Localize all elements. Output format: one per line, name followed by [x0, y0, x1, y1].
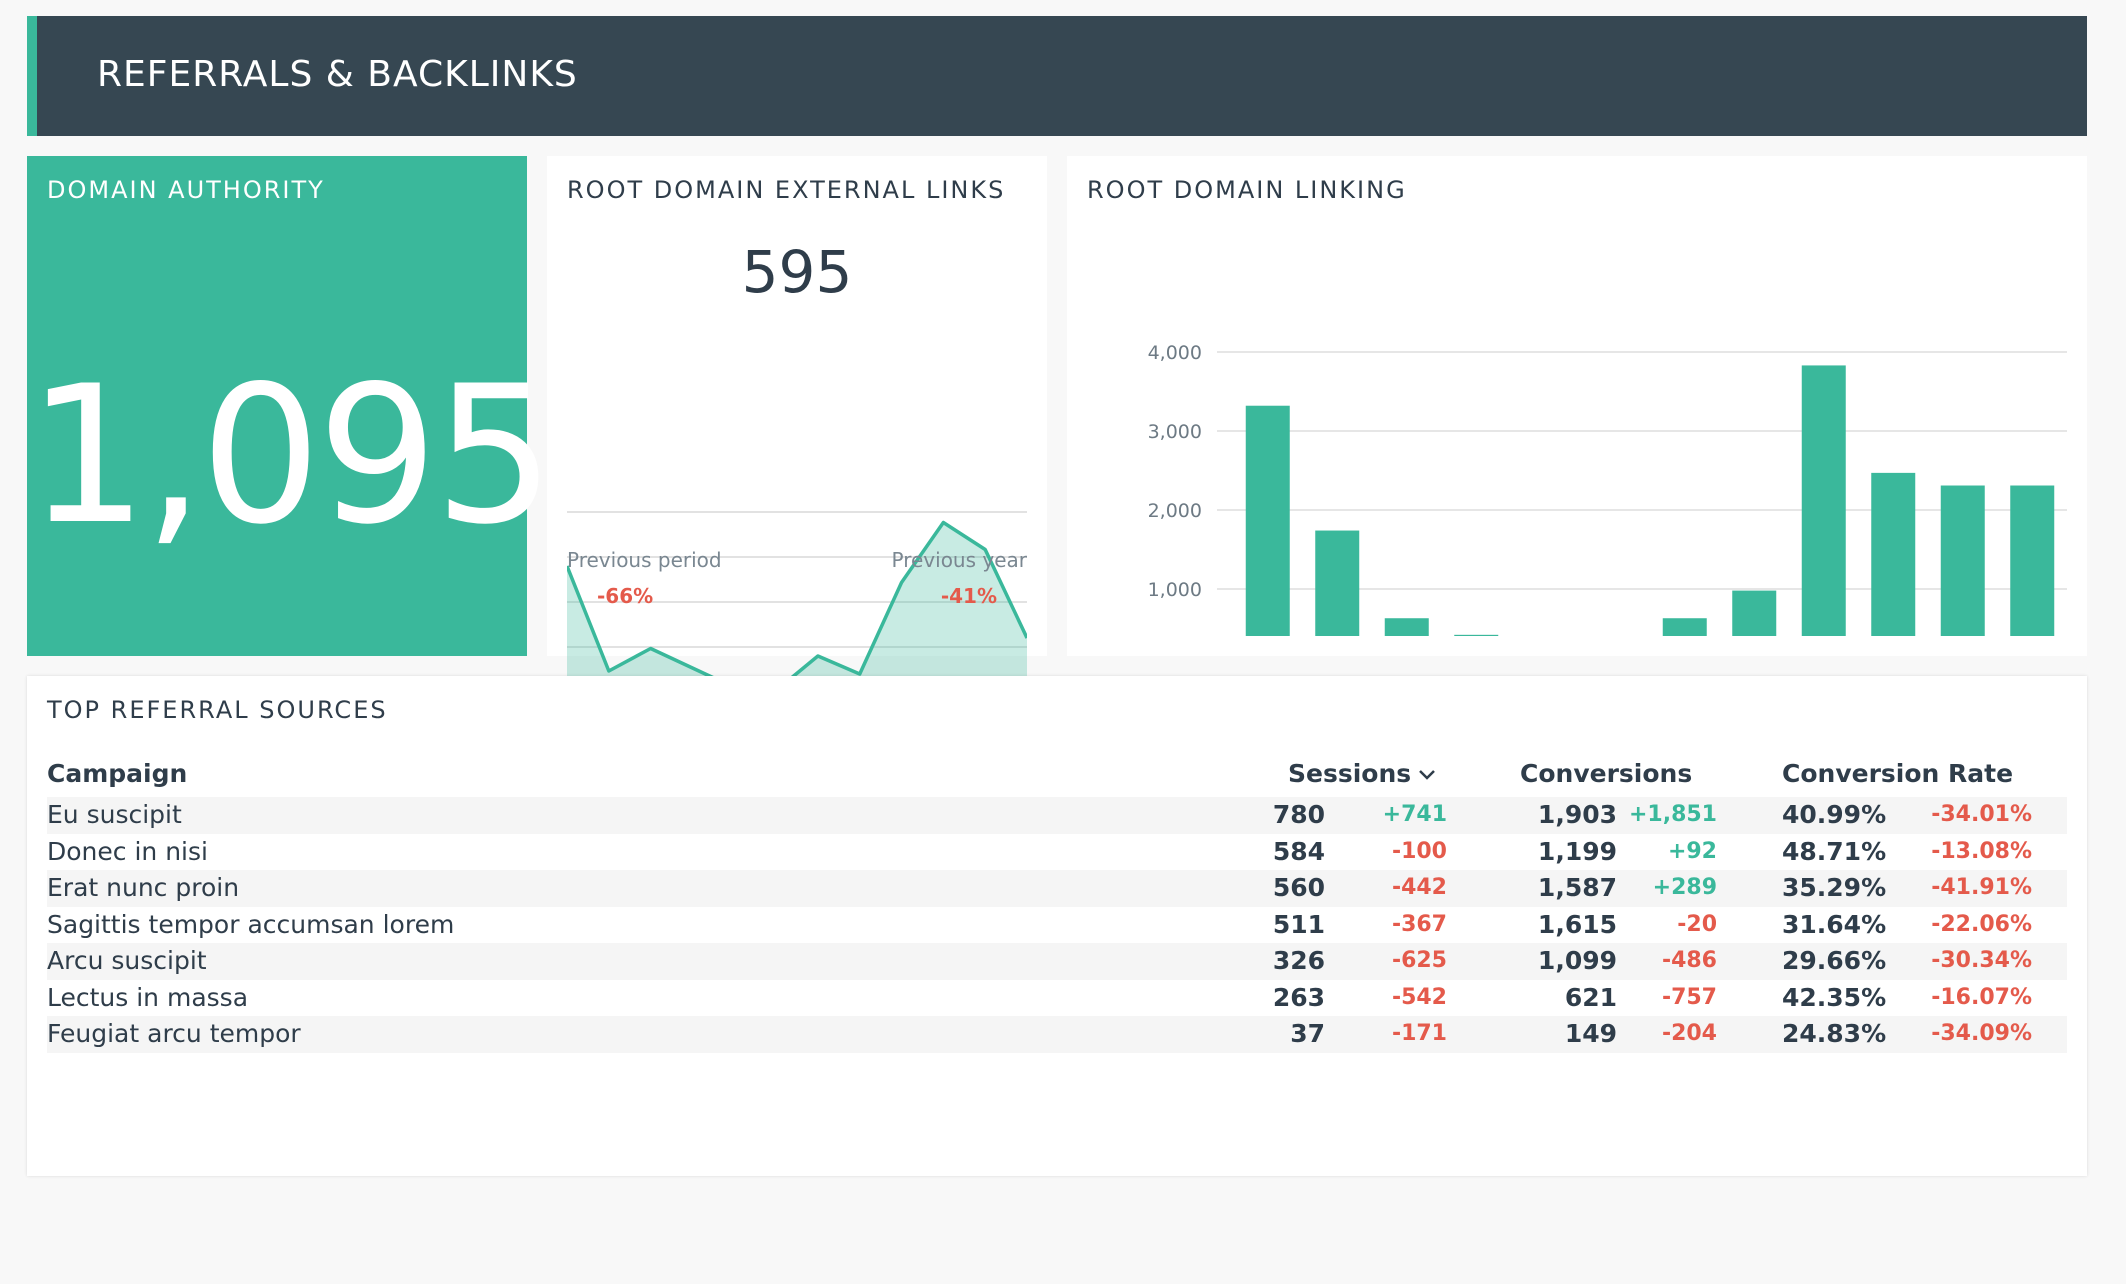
dashboard-header: REFERRALS & BACKLINKS — [27, 16, 2087, 136]
sessions-delta-cell: -542 — [1391, 984, 1447, 1010]
y-tick-label: 1,000 — [1148, 579, 1202, 601]
conversions-cell: 1,587 — [1537, 873, 1617, 902]
table-row[interactable]: Erat nunc proin 560 -442 1,587 +289 35.29% -41… — [47, 870, 2067, 907]
bar — [1871, 472, 1916, 636]
conversions-delta-cell: -20 — [1677, 911, 1717, 937]
campaign-cell: Feugiat arcu tempor — [47, 1019, 301, 1048]
previous-year-label: Previous year — [891, 548, 1028, 572]
campaign-cell: Sagittis tempor accumsan lorem — [47, 909, 455, 939]
y-tick-label: 4,000 — [1148, 342, 1202, 364]
conversion-rate-delta-cell: -34.01% — [1931, 802, 2032, 827]
campaign-cell: Erat nunc proin — [47, 873, 240, 902]
referral-table: Campaign Sessions Conversions Conversion… — [47, 751, 2067, 1053]
bar — [1245, 405, 1290, 636]
conversions-delta-cell: -757 — [1661, 984, 1717, 1010]
bar — [1940, 485, 1985, 636]
conversions-cell: 621 — [1564, 982, 1617, 1012]
conversions-delta-cell: +289 — [1652, 875, 1717, 900]
table-row[interactable]: Sagittis tempor accumsan lorem 511 -367 1,6… — [47, 907, 2067, 944]
sessions-delta-cell: -442 — [1391, 875, 1447, 900]
conversion-rate-delta-cell: -13.08% — [1931, 838, 2032, 864]
top-referral-sources-card: TOP REFERRAL SOURCES Campaign Sessions C… — [27, 676, 2087, 1176]
card-title: TOP REFERRAL SOURCES — [47, 696, 388, 724]
y-tick-label: 3,000 — [1148, 421, 1202, 443]
column-header-conversion-rate[interactable]: Conversion Rate — [1782, 759, 2014, 788]
campaign-cell: Arcu suscipit — [47, 946, 207, 975]
conversion-rate-delta-cell: -16.07% — [1931, 984, 2032, 1010]
conversions-delta-cell: -486 — [1661, 948, 1717, 973]
page-title: REFERRALS & BACKLINKS — [97, 54, 578, 95]
conversion-rate-cell: 24.83% — [1782, 1019, 1887, 1048]
bar — [1732, 590, 1777, 636]
bar — [1454, 634, 1499, 636]
campaign-cell: Eu suscipit — [47, 800, 182, 829]
conversion-rate-delta-cell: -30.34% — [1931, 948, 2032, 973]
conversions-cell: 1,903 — [1537, 800, 1617, 829]
sessions-cell: 326 — [1272, 946, 1325, 975]
column-header-sessions-label: Sessions — [1288, 759, 1412, 788]
y-tick-label: 2,000 — [1148, 500, 1202, 522]
sessions-delta-cell: -367 — [1391, 911, 1447, 937]
root-domain-external-links-card: ROOT DOMAIN EXTERNAL LINKS 595 Previous … — [547, 156, 1047, 693]
card-title: ROOT DOMAIN LINKING — [1087, 176, 1407, 204]
previous-period-value: -66% — [597, 584, 654, 608]
previous-year-value: -41% — [940, 584, 997, 608]
conversion-rate-delta-cell: -22.06% — [1931, 911, 2032, 937]
conversions-cell: 1,099 — [1537, 946, 1617, 975]
table-header: Campaign Sessions Conversions Conversion… — [47, 751, 2067, 797]
sessions-delta-cell: +741 — [1382, 802, 1447, 827]
conversions-delta-cell: +1,851 — [1628, 802, 1717, 827]
chevron-down-icon[interactable] — [1417, 768, 1437, 782]
previous-period-label: Previous period — [567, 548, 722, 572]
table-row[interactable]: Feugiat arcu tempor 37 -171 149 -204 24.83% -3… — [47, 1016, 2067, 1053]
conversion-rate-cell: 31.64% — [1782, 909, 1887, 939]
conversion-rate-cell: 48.71% — [1782, 836, 1887, 866]
conversions-cell: 1,199 — [1537, 836, 1617, 866]
conversions-cell: 149 — [1564, 1019, 1617, 1048]
sessions-delta-cell: -171 — [1391, 1021, 1447, 1046]
external-links-value: 595 — [741, 238, 853, 306]
sessions-cell: 780 — [1272, 800, 1325, 829]
column-header-campaign[interactable]: Campaign — [47, 759, 188, 788]
sessions-delta-cell: -625 — [1391, 948, 1447, 973]
domain-authority-card: DOMAIN AUTHORITY 1,095 — [27, 156, 555, 656]
table-body: Eu suscipit 780 +741 1,903 +1,851 40.99% -34.0… — [47, 797, 2067, 1053]
bar — [1662, 618, 1707, 636]
conversion-rate-cell: 29.66% — [1782, 946, 1887, 975]
conversion-rate-delta-cell: -41.91% — [1931, 875, 2032, 900]
conversions-delta-cell: +92 — [1667, 838, 1717, 864]
bar — [1315, 530, 1360, 636]
table-row[interactable]: Donec in nisi 584 -100 1,199 +92 48.71% -13.08… — [47, 834, 2067, 871]
conversion-rate-cell: 42.35% — [1782, 982, 1887, 1012]
sessions-delta-cell: -100 — [1391, 838, 1447, 864]
series-line — [567, 520, 1027, 693]
campaign-cell: Donec in nisi — [47, 836, 208, 866]
campaign-cell: Lectus in massa — [47, 982, 249, 1012]
area-fill — [567, 522, 1027, 692]
root-domain-linking-card: ROOT DOMAIN LINKING 01,0002,0003,0004,00… — [1067, 156, 2087, 656]
sessions-cell: 584 — [1272, 836, 1325, 866]
card-title: ROOT DOMAIN EXTERNAL LINKS — [567, 176, 1006, 204]
conversions-cell: 1,615 — [1537, 909, 1617, 939]
column-header-conversions[interactable]: Conversions — [1520, 759, 1693, 788]
sessions-cell: 560 — [1272, 873, 1325, 902]
table-row[interactable]: Eu suscipit 780 +741 1,903 +1,851 40.99% -34.0… — [47, 797, 2067, 834]
bar — [1801, 365, 1846, 636]
table-row[interactable]: Lectus in massa 263 -542 621 -757 42.35% -16.0… — [47, 980, 2067, 1017]
root-domain-linking-bar-chart: 01,0002,0003,0004,000AugSepOctNovDecJanF… — [1148, 342, 2067, 636]
bar — [2010, 485, 2055, 636]
column-header-sessions[interactable]: Sessions — [1288, 759, 1437, 788]
bar — [1384, 618, 1429, 636]
conversion-rate-delta-cell: -34.09% — [1931, 1021, 2032, 1046]
sessions-cell: 37 — [1290, 1019, 1325, 1048]
conversion-rate-cell: 40.99% — [1782, 800, 1887, 829]
card-title: DOMAIN AUTHORITY — [47, 176, 325, 204]
table-row[interactable]: Arcu suscipit 326 -625 1,099 -486 29.66% -30.3… — [47, 943, 2067, 980]
domain-authority-value: 1,095 — [27, 345, 555, 566]
conversion-rate-cell: 35.29% — [1782, 873, 1887, 902]
sessions-cell: 263 — [1272, 982, 1325, 1012]
conversions-delta-cell: -204 — [1661, 1021, 1717, 1046]
sessions-cell: 511 — [1272, 909, 1325, 939]
